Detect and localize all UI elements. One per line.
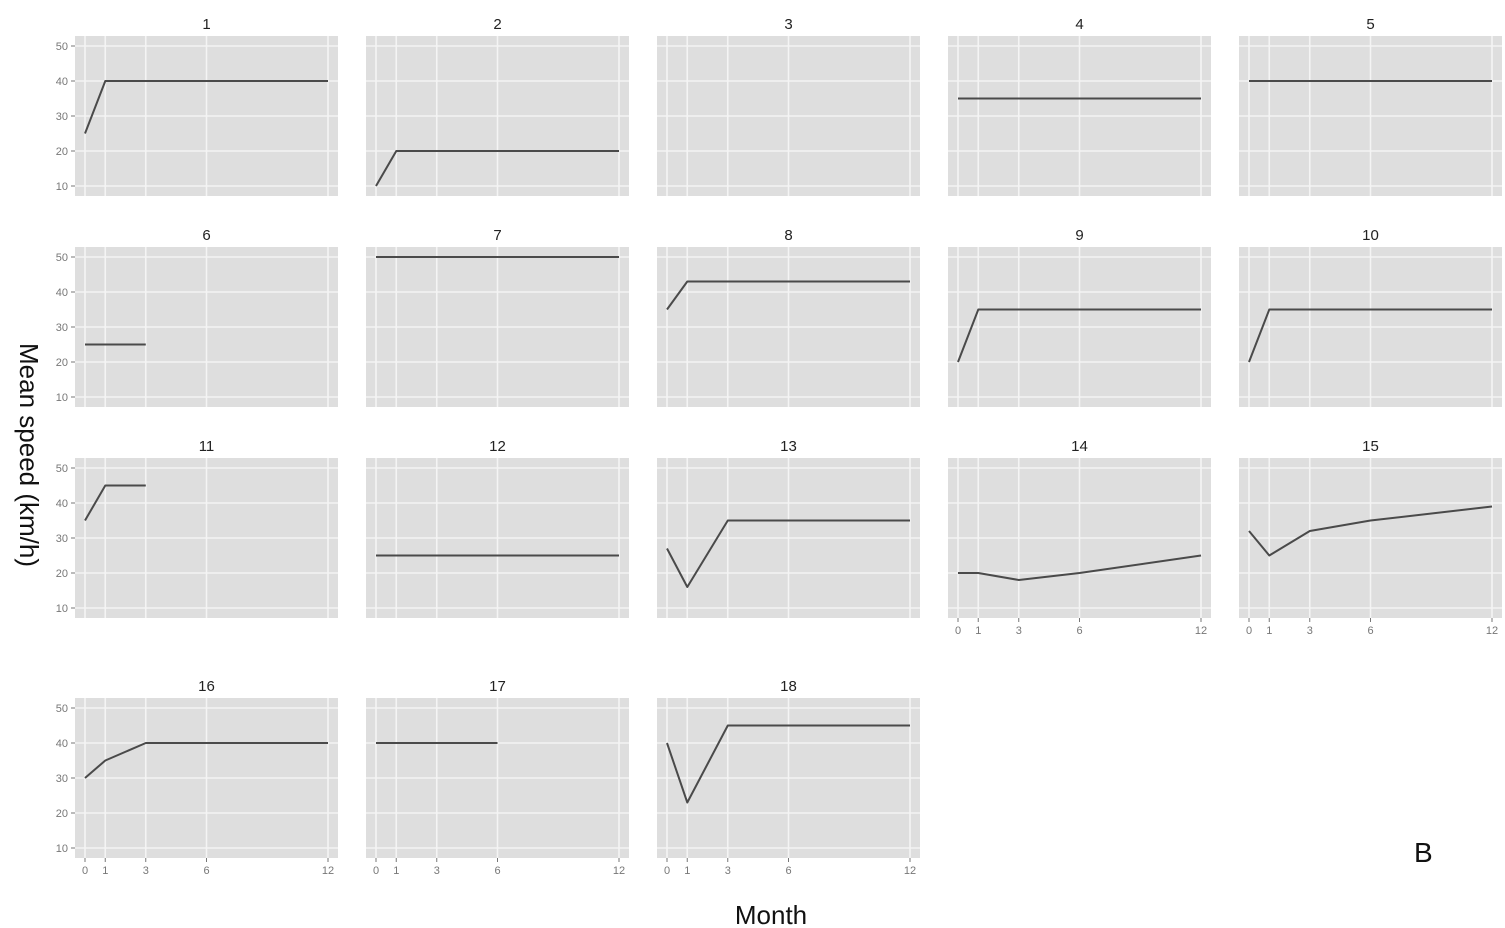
x-tick-label: 6	[785, 865, 791, 877]
panel-title: 2	[493, 16, 501, 33]
y-tick-label: 10	[56, 181, 68, 193]
series-line	[84, 80, 328, 134]
panel-title: 12	[489, 438, 506, 455]
y-tick-label: 30	[56, 322, 68, 334]
panel-title: 17	[489, 678, 506, 695]
x-tick-label: 0	[955, 625, 961, 637]
x-tick-label: 12	[1486, 625, 1498, 637]
panel-9: 9	[948, 227, 1211, 407]
panel-13: 13	[657, 438, 920, 618]
y-tick-label: 40	[56, 76, 68, 88]
series-line	[666, 280, 910, 311]
y-tick-label: 10	[56, 843, 68, 855]
y-tick-label: 40	[56, 498, 68, 510]
panel-16: 16 10 20 30 40 50 0 1 3 6 12	[56, 678, 338, 877]
panel-title: 13	[780, 438, 797, 455]
panel-title: 3	[784, 16, 792, 33]
x-tick-label: 0	[664, 865, 670, 877]
panel-title: 1	[202, 16, 210, 33]
x-tick-label: 0	[373, 865, 379, 877]
x-tick-label: 0	[1246, 625, 1252, 637]
panel-title: 5	[1366, 16, 1374, 33]
y-tick-label: 20	[56, 808, 68, 820]
x-axis-title: Month	[735, 900, 807, 928]
x-tick-label: 12	[322, 865, 334, 877]
panel-6: 6 10 20 30 40 50	[56, 227, 338, 407]
y-tick-label: 40	[56, 738, 68, 750]
x-tick-label: 3	[143, 865, 149, 877]
series-line	[666, 519, 910, 588]
panel-2: 2	[366, 16, 629, 196]
panel-18: 18 0 1 3 6 12	[657, 678, 920, 877]
panel-title: 14	[1071, 438, 1088, 455]
panel-title: 7	[493, 227, 501, 244]
x-tick-label: 12	[904, 865, 916, 877]
x-tick-label: 12	[613, 865, 625, 877]
y-tick-label: 50	[56, 41, 68, 53]
panel-title: 18	[780, 678, 797, 695]
series-line	[666, 724, 910, 804]
x-tick-label: 3	[1307, 625, 1313, 637]
series-line	[958, 554, 1202, 581]
panel-title: 8	[784, 227, 792, 244]
y-tick-label: 30	[56, 111, 68, 123]
y-tick-label: 20	[56, 357, 68, 369]
x-tick-label: 1	[684, 865, 690, 877]
series-line	[84, 484, 146, 522]
panel-17: 17 0 1 3 6 12	[366, 678, 629, 877]
y-tick-label: 50	[56, 703, 68, 715]
x-tick-label: 6	[203, 865, 209, 877]
panel-title: 9	[1075, 227, 1083, 244]
x-tick-label: 1	[975, 625, 981, 637]
y-tick-label: 10	[56, 603, 68, 615]
panel-14: 14 0 1 3 6 12	[948, 438, 1211, 637]
panel-title: 11	[199, 438, 215, 455]
panel-title: 6	[202, 227, 210, 244]
y-tick-label: 50	[56, 252, 68, 264]
panel-5: 5	[1239, 16, 1502, 196]
panel-11: 11 10 20 30 40 50	[56, 438, 338, 618]
x-tick-label: 6	[494, 865, 500, 877]
panel-title: 4	[1075, 16, 1083, 33]
panel-letter-label: B	[1414, 837, 1433, 868]
panel-4: 4	[948, 16, 1211, 196]
x-tick-label: 1	[393, 865, 399, 877]
panel-10: 10	[1239, 227, 1502, 407]
panel-3: 3	[657, 16, 920, 196]
y-axis-title: Mean speed (km/h)	[14, 343, 44, 567]
x-tick-label: 6	[1076, 625, 1082, 637]
x-tick-label: 6	[1367, 625, 1373, 637]
panel-title: 16	[198, 678, 215, 695]
series-line	[1248, 308, 1492, 363]
y-tick-label: 10	[56, 392, 68, 404]
y-tick-label: 20	[56, 568, 68, 580]
series-line	[84, 742, 328, 779]
panel-title: 10	[1362, 227, 1379, 244]
x-tick-label: 3	[434, 865, 440, 877]
series-line	[375, 150, 619, 187]
series-line	[957, 308, 1201, 363]
x-tick-label: 1	[102, 865, 108, 877]
y-tick-label: 20	[56, 146, 68, 158]
x-tick-label: 1	[1266, 625, 1272, 637]
panel-7: 7	[366, 227, 629, 407]
x-tick-label: 0	[82, 865, 88, 877]
panel-12: 12	[366, 438, 629, 618]
panel-15: 15 0 1 3 6 12	[1239, 438, 1502, 637]
x-tick-label: 3	[1016, 625, 1022, 637]
x-tick-label: 12	[1195, 625, 1207, 637]
y-tick-label: 30	[56, 533, 68, 545]
x-tick-label: 3	[725, 865, 731, 877]
y-tick-label: 40	[56, 287, 68, 299]
panel-1: 1 10 20 30 40 50	[56, 16, 338, 196]
y-tick-label: 50	[56, 463, 68, 475]
panel-8: 8	[657, 227, 920, 407]
panel-title: 15	[1362, 438, 1379, 455]
series-line	[1248, 505, 1493, 557]
y-tick-label: 30	[56, 773, 68, 785]
